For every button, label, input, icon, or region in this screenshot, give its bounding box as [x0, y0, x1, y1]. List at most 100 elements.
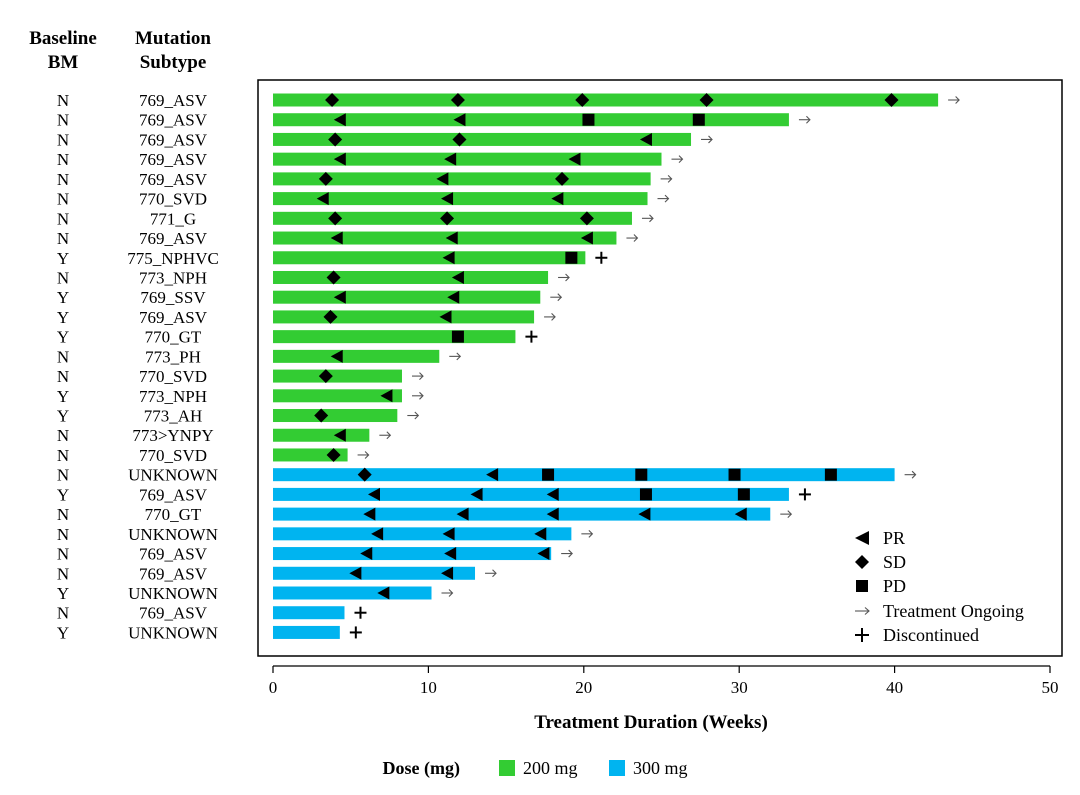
- row-bm-label: Y: [57, 288, 69, 307]
- pr-marker: [436, 172, 449, 186]
- pr-marker: [447, 290, 460, 304]
- duration-bar: [273, 487, 789, 501]
- duration-bar: [273, 547, 552, 561]
- row-labels-layer: N 769_ASV N 769_ASV N 769_ASV N 769_ASV N 769_ASV…: [57, 91, 219, 642]
- pd-marker: [451, 330, 464, 343]
- duration-bar: [273, 625, 340, 639]
- symbol-legend: PR SD PD Treatment Ongoing Discontinued: [855, 528, 1024, 645]
- duration-bar: [273, 231, 617, 245]
- pr-marker: [333, 428, 346, 442]
- row-bm-label: N: [57, 466, 69, 485]
- row-mutation-label: 769_ASV: [139, 150, 208, 169]
- legend-pr-icon: [855, 531, 869, 545]
- x-tick-label: 0: [269, 678, 278, 697]
- ongoing-arrow-head: [568, 549, 573, 558]
- pr-marker: [316, 192, 329, 206]
- pd-marker: [737, 488, 750, 501]
- row-mutation-label: 769_ASV: [139, 604, 208, 623]
- row-bm-label: N: [57, 604, 69, 623]
- row-mutation-label: UNKNOWN: [128, 584, 218, 603]
- row-bm-label: N: [57, 209, 69, 228]
- pr-marker: [546, 507, 559, 521]
- duration-bar: [273, 566, 476, 580]
- pd-marker: [565, 251, 578, 264]
- legend-ongoing-arrow-icon: [855, 607, 870, 615]
- row-mutation-label: 769_ASV: [139, 91, 208, 110]
- row-mutation-label: 769_ASV: [139, 229, 208, 248]
- pr-marker: [537, 547, 550, 561]
- pr-marker: [486, 468, 499, 482]
- row-mutation-label: 769_ASV: [139, 111, 208, 130]
- ongoing-arrow-head: [419, 372, 424, 380]
- pr-marker: [333, 113, 346, 127]
- ongoing-arrow-head: [448, 589, 454, 597]
- x-axis-label: Treatment Duration (Weeks): [534, 712, 768, 733]
- sd-marker: [318, 369, 333, 384]
- ongoing-arrow-head: [787, 510, 793, 519]
- sd-marker: [699, 93, 714, 107]
- pr-marker: [333, 152, 346, 166]
- x-axis: 0 10 20 30 40 50: [269, 665, 1059, 697]
- pd-marker: [582, 113, 595, 126]
- legend-sd-icon: [855, 555, 869, 569]
- pr-marker: [456, 507, 469, 521]
- row-bm-label: N: [57, 446, 69, 465]
- sd-marker: [326, 270, 341, 285]
- pr-marker: [441, 192, 454, 206]
- legend-discontinued-plus-icon: [855, 628, 869, 642]
- row-mutation-label: 771_G: [150, 209, 196, 228]
- sd-marker: [579, 211, 594, 226]
- dose-legend: Dose (mg) 200 mg 300 mg: [383, 758, 688, 779]
- plot-frame: [257, 79, 1063, 657]
- sd-marker: [555, 171, 570, 186]
- pd-marker: [692, 113, 705, 126]
- duration-bar: [273, 192, 648, 206]
- row-mutation-label: 769_ASV: [139, 485, 208, 504]
- dose-legend-title: Dose (mg): [383, 758, 460, 779]
- row-bm-label: N: [57, 367, 69, 386]
- x-tick-label: 40: [886, 678, 903, 697]
- pr-marker: [470, 487, 483, 501]
- ongoing-arrow-head: [678, 155, 684, 164]
- header-bm-line1: Baseline: [29, 28, 97, 49]
- pr-marker: [441, 566, 454, 580]
- pr-marker: [442, 527, 455, 541]
- x-tick-label: 20: [575, 678, 592, 697]
- pr-marker: [380, 389, 393, 403]
- ongoing-arrow-head: [492, 569, 497, 578]
- header-bm-line2: BM: [48, 52, 79, 73]
- duration-bar: [273, 349, 440, 363]
- row-bm-label: Y: [57, 485, 69, 504]
- sd-marker: [884, 93, 899, 107]
- pr-marker: [546, 487, 559, 501]
- ongoing-arrow-head: [386, 431, 392, 440]
- sd-marker: [328, 132, 343, 147]
- header-mutation-line1: Mutation: [135, 28, 211, 49]
- duration-bar: [273, 152, 662, 166]
- row-mutation-label: UNKNOWN: [128, 466, 218, 485]
- pr-marker: [363, 507, 376, 521]
- row-mutation-label: 773_PH: [145, 347, 201, 366]
- duration-bar: [273, 290, 541, 304]
- pr-marker: [349, 566, 362, 580]
- row-mutation-label: 769_SSV: [140, 288, 206, 307]
- sd-marker: [575, 93, 590, 107]
- row-mutation-label: UNKNOWN: [128, 525, 218, 544]
- row-bm-label: N: [57, 426, 69, 445]
- duration-bar: [273, 113, 789, 127]
- bars-layer: [273, 93, 960, 639]
- pr-marker: [444, 152, 457, 166]
- duration-bar: [273, 586, 432, 600]
- legend-ongoing-label: Treatment Ongoing: [883, 601, 1024, 621]
- duration-bar: [273, 93, 939, 107]
- row-bm-label: Y: [57, 328, 69, 347]
- ongoing-arrow-head: [419, 391, 424, 400]
- ongoing-arrow-head: [551, 313, 556, 321]
- pr-marker: [442, 251, 455, 265]
- pr-marker: [568, 152, 581, 166]
- row-bm-label: Y: [57, 407, 69, 426]
- row-bm-label: N: [57, 525, 69, 544]
- row-bm-label: N: [57, 229, 69, 248]
- sd-marker: [318, 171, 333, 186]
